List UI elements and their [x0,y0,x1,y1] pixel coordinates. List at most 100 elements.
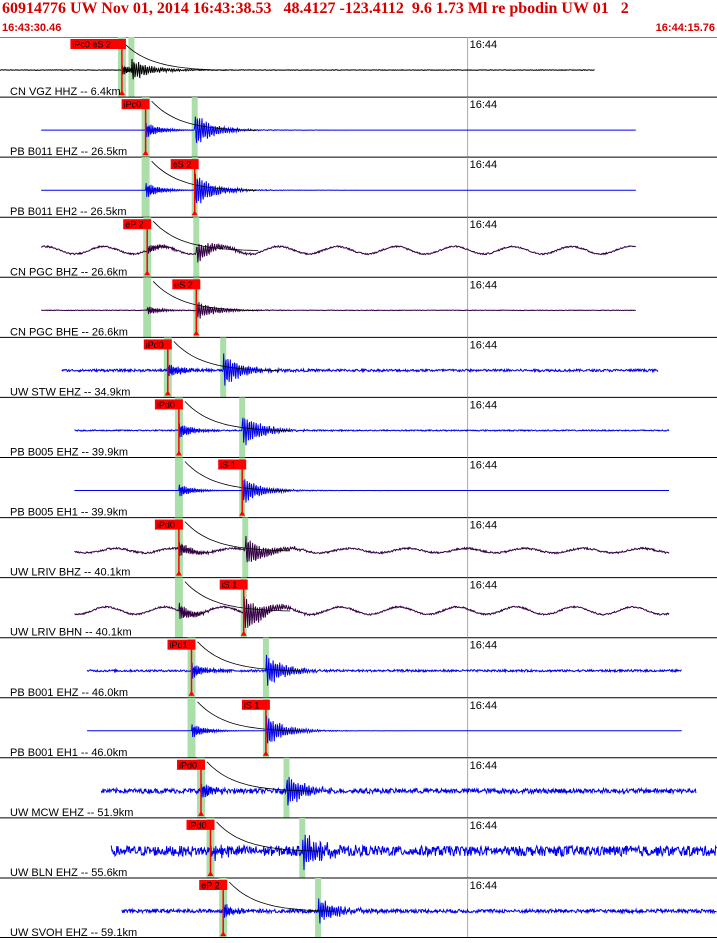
station-label: CN PGC BHE -- 26.6km [10,326,128,338]
minute-tick-label: 16:44 [470,279,498,291]
pick-triangle [142,150,149,156]
trace-row: 16:44 iPd0 UW BLN EHZ -- 55.6km [0,817,717,879]
pick-label-box [172,279,201,290]
pick-label-box [219,579,248,590]
waveform-trace [41,242,636,263]
pick-label: eS 2 [174,280,193,290]
waveform-trace [110,834,717,871]
waveform-trace [74,479,669,503]
header: 60914776 UW Nov 01, 2014 16:43:38.53 48.… [0,0,717,37]
trace-row: 16:44 iS 1 UW LRIV BHN -- 40.1km [0,577,717,639]
pick-label-box [177,759,205,770]
coda-curve [216,821,322,852]
pick-label: iPd0 [157,400,175,410]
pick-label-box [186,819,215,830]
minute-tick-label: 16:44 [470,39,498,51]
pick-label-box [143,339,172,350]
trace-row: 16:44 iPd0 UW LRIV BHZ -- 40.1km [0,517,717,579]
pick-triangle [239,510,246,516]
trace-row: 16:44 eS 2 CN PGC BHE -- 26.6km [0,276,717,338]
trace-row: 16:44 iPd0 PB B005 EHZ -- 39.9km [0,396,717,459]
pick-label-box [218,459,247,470]
trace-row: 16:44 iPc0 PB B011 EHZ -- 26.5km [0,96,717,158]
pick-triangle [240,630,247,636]
coda-curve [152,220,259,251]
end-time: 16:44:15.76 [655,22,715,34]
station-label: CN PGC BHZ -- 26.6km [10,266,127,278]
pick-triangle [198,810,204,816]
pick-label: eP 2 [125,220,143,230]
trace-row: 16:44 iPd0 UW MCW EHZ -- 51.9km [0,757,717,819]
pick-triangle [175,450,182,456]
pick-triangle [164,390,171,396]
pick-label: iS 1 [244,700,260,710]
pick-triangle [262,750,269,756]
coda-curve [184,461,290,492]
waveform-trace [87,715,682,744]
pick-label: iS 1 [222,580,238,590]
pick-triangle [144,270,151,276]
pick-label: eP 2 [201,881,219,891]
coda-curve [197,641,303,672]
minute-tick-label: 16:44 [470,460,498,472]
start-time: 16:43:30.46 [2,22,62,34]
coda-curve [151,160,257,191]
pick-label-box [70,39,126,49]
pick-triangle [118,90,125,96]
minute-tick-label: 16:44 [470,760,498,772]
coda-curve [206,761,313,792]
trace-row: 16:44 iS 1 PB B005 EH1 -- 39.9km [0,457,717,519]
pick-triangle [220,931,227,937]
pick-label-box [121,99,150,110]
waveform-trace [61,353,659,386]
pick-triangle [207,871,214,876]
pick-label: iPd0 [146,340,164,350]
pick-triangle [188,690,195,696]
coda-curve [184,581,290,612]
minute-tick-label: 16:44 [470,820,498,832]
minute-tick-label: 16:44 [470,339,498,351]
trace-row: 16:44 iPd1 PB B001 EHZ -- 46.0km [0,637,717,699]
station-label: UW LRIV BHN -- 40.1km [10,627,132,639]
pick-label-box [241,699,270,710]
event-title: 60914776 UW Nov 01, 2014 16:43:38.53 48.… [2,0,629,17]
pick-triangle [191,210,198,216]
waveform-trace [41,173,636,204]
waveform-trace [74,417,670,446]
trace-row: 16:44 iPd0 UW STW EHZ -- 34.9km [0,336,717,398]
minute-tick-label: 16:44 [470,99,498,111]
minute-tick-label: 16:44 [470,219,498,231]
pick-label-box [170,159,199,170]
coda-curve [152,281,259,311]
station-label: CN VGZ HHZ -- 6.4km [10,86,121,98]
coda-curve [151,100,257,131]
coda-curve [228,881,335,912]
minute-tick-label: 16:44 [470,580,498,592]
trace-row: 16:44 iPc0 eS 2 CN VGZ HHZ -- 6.4km [0,36,717,98]
trace-row: 16:44 eS 2 PB B011 EH2 -- 26.5km [0,156,717,218]
station-label: UW BLN EHZ -- 55.6km [10,867,127,879]
waveform-trace [121,898,717,924]
pick-label-box [167,639,196,650]
pick-label-box [154,519,183,530]
station-label: UW MCW EHZ -- 51.9km [10,807,133,819]
coda-curve [184,521,290,552]
minute-tick-label: 16:44 [470,159,498,171]
trace-row: 16:44 iS 1 PB B001 EH1 -- 46.0km [0,697,717,759]
pick-label: iPc0 eS 2 [72,40,111,50]
coda-curve [121,40,227,71]
waveform-trace [0,58,595,80]
station-label: PB B011 EHZ -- 26.5km [10,146,127,158]
station-label: PB B011 EH2 -- 26.5km [10,206,127,218]
pick-label: iS 1 [220,460,236,470]
pick-label: eS 2 [173,160,192,170]
pick-label-box [123,219,152,230]
station-label: PB B005 EHZ -- 39.9km [10,447,128,459]
minute-tick-label: 16:44 [470,399,498,411]
station-label: UW SVOH EHZ -- 59.1km [10,927,137,938]
pick-label: iPd0 [189,820,207,830]
station-label: PB B001 EH1 -- 46.0km [10,747,127,759]
minute-tick-label: 16:44 [470,520,498,532]
station-label: UW STW EHZ -- 34.9km [10,386,130,398]
station-label: PB B001 EHZ -- 46.0km [10,687,128,699]
